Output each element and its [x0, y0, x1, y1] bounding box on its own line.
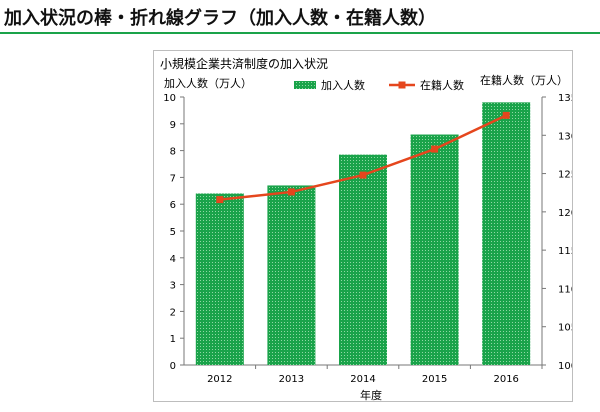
y-tick-label: 0 [170, 361, 176, 372]
line-point [216, 196, 224, 204]
x-tick-label: 2016 [493, 374, 518, 385]
y-tick-label: 10 [163, 93, 176, 104]
x-tick-label: 2014 [350, 374, 375, 385]
combo-chart: 小規模企業共済制度の加入状況 加入人数（万人） 在籍人数（万人） 加入人数 在籍人… [160, 56, 577, 402]
line-point [287, 188, 295, 196]
y2-tick-label: 110 [558, 284, 572, 295]
legend-line-label: 在籍人数 [420, 78, 464, 92]
y-tick-label: 5 [170, 227, 176, 238]
y2-tick-label: 135 [558, 93, 572, 104]
chart-title: 小規模企業共済制度の加入状況 [160, 56, 328, 71]
bar [267, 185, 316, 365]
line-point [502, 111, 510, 119]
y-tick-label: 9 [170, 120, 176, 131]
y2-tick-label: 120 [558, 208, 572, 219]
y-tick-label: 7 [170, 173, 176, 184]
y2-tick-label: 100 [558, 361, 572, 372]
y-axis-label: 加入人数（万人） [164, 77, 252, 90]
y-tick-label: 8 [170, 147, 176, 158]
legend-bar-label: 加入人数 [321, 79, 365, 92]
x-axis-label: 年度 [360, 388, 382, 401]
y2-axis-label: 在籍人数（万人） [480, 73, 568, 87]
x-tick-label: 2015 [422, 374, 447, 385]
legend-bar-swatch [294, 81, 316, 89]
bar [410, 134, 459, 365]
x-tick-label: 2012 [207, 374, 232, 385]
y2-tick-label: 130 [558, 131, 572, 142]
x-tick-label: 2013 [279, 374, 304, 385]
y2-tick-label: 115 [558, 246, 572, 257]
y2-tick-label: 105 [558, 323, 572, 334]
y-tick-label: 6 [170, 200, 176, 211]
chart-legend: 加入人数 在籍人数 [294, 78, 464, 92]
page-heading: 加入状況の棒・折れ線グラフ（加入人数・在籍人数） [0, 0, 600, 34]
chart-panel: 小規模企業共済制度の加入状況 加入人数（万人） 在籍人数（万人） 加入人数 在籍人… [153, 50, 577, 402]
y-tick-label: 1 [170, 334, 176, 345]
legend-line-marker [398, 81, 406, 89]
line-point [431, 145, 439, 153]
plot-area: 0 1 2 3 4 5 6 7 8 9 10 100 105 110 115 120 125 130 135 2012… [163, 93, 577, 385]
y-tick-label: 3 [170, 281, 176, 292]
bar [195, 193, 244, 365]
y-tick-label: 4 [170, 254, 176, 265]
line-point [359, 171, 367, 179]
bar [339, 154, 387, 365]
y-tick-label: 2 [170, 307, 176, 318]
y2-tick-label: 125 [558, 170, 572, 181]
page-title: 加入状況の棒・折れ線グラフ（加入人数・在籍人数） [4, 8, 436, 29]
bar [482, 102, 531, 366]
